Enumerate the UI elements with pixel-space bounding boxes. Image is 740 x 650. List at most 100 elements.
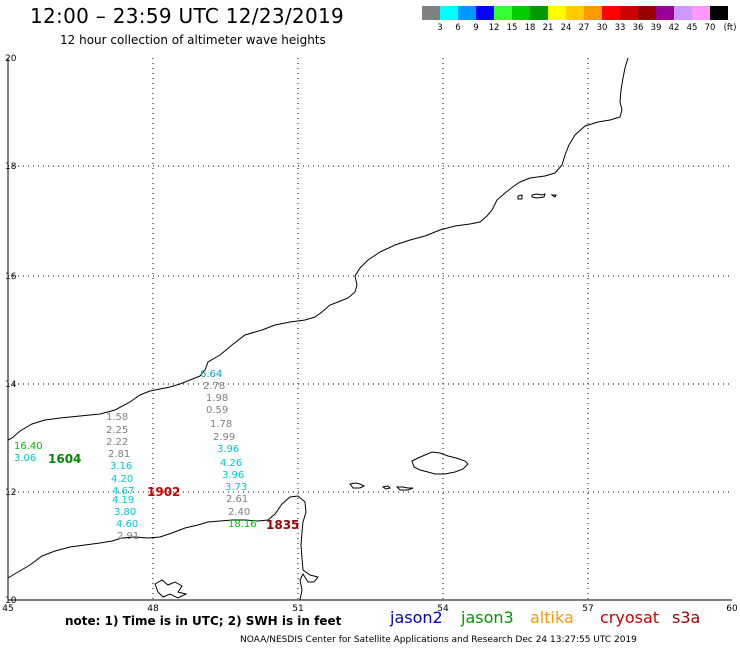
lat-lon-grid [8, 58, 732, 600]
legend-label: 42 [668, 23, 680, 33]
legend-label: 15 [506, 23, 518, 33]
swh-value: 2.91 [117, 531, 139, 542]
lon-label: 60 [726, 604, 738, 614]
legend-swatch [620, 6, 638, 20]
lon-label: 57 [582, 604, 593, 614]
legend-label: 70 [704, 23, 716, 33]
swh-value: 16.40 [14, 441, 43, 452]
swh-value: 1.78 [210, 419, 232, 430]
satellite-name: jason3 [461, 608, 514, 627]
color-legend: 3 6 9 12 15 18 21 24 27 30 33 36 39 42 45 70 (ft) [422, 6, 736, 38]
swh-value: 1.98 [206, 393, 228, 404]
swh-value: 3.96 [217, 444, 239, 455]
swh-value: 4.26 [220, 458, 242, 469]
legend-swatch [602, 6, 620, 20]
small-island-a [349, 482, 366, 489]
longitude-labels: 45 48 51 54 57 60 [2, 604, 738, 614]
swh-value: 2.81 [108, 449, 130, 460]
map-footer: NOAA/NESDIS Center for Satellite Applica… [240, 635, 637, 645]
legend-label: 12 [488, 23, 500, 33]
swh-value: 4.20 [111, 474, 133, 485]
map-title: 12:00 – 23:59 UTC 12/23/2019 [30, 4, 345, 28]
pass-time-label: 1835 [266, 518, 299, 532]
lat-label: 20 [5, 54, 17, 64]
swh-value: 4.19 [112, 495, 134, 506]
swh-value: 2.99 [213, 432, 235, 443]
swh-value: 3.80 [114, 507, 136, 518]
legend-label: 24 [560, 23, 572, 33]
coastline [7, 57, 629, 601]
legend-swatch [656, 6, 674, 20]
lon-label: 45 [2, 604, 13, 614]
swh-value: 0.59 [206, 405, 228, 416]
swh-value: 18.16 [228, 519, 257, 530]
satellite-pass-times: 1604 1902 1835 [48, 452, 299, 532]
map-note: note: 1) Time is in UTC; 2) SWH is in fe… [65, 614, 342, 628]
socotra-island [411, 451, 469, 475]
legend-swatch [710, 6, 728, 20]
legend-label: 3 [437, 23, 443, 33]
coastline-north [7, 57, 629, 441]
legend-swatch [512, 6, 530, 20]
legend-label: 33 [614, 23, 626, 33]
legend-label: 45 [686, 23, 698, 33]
lake-fragments [154, 579, 188, 599]
legend-unit: (ft) [723, 23, 737, 33]
legend-swatch [494, 6, 512, 20]
map-frame [7, 58, 732, 601]
legend-label: 6 [455, 23, 461, 33]
lat-label: 16 [5, 272, 17, 282]
legend-label: 18 [524, 23, 536, 33]
swh-value: 4.67 [112, 486, 134, 497]
satellite-name: cryosat [600, 608, 660, 627]
legend-swatch [566, 6, 584, 20]
pass-time-label: 1604 [48, 452, 81, 466]
small-island-b [381, 485, 391, 490]
coastline-south [7, 495, 319, 601]
lon-label: 54 [437, 604, 449, 614]
swh-value: 2.40 [228, 507, 250, 518]
lat-label: 12 [5, 488, 16, 498]
swh-value: 2.78 [203, 381, 225, 392]
lat-label: 18 [5, 162, 17, 172]
swh-value: 3.06 [14, 453, 36, 464]
legend-swatch [458, 6, 476, 20]
legend-label: 9 [473, 23, 479, 33]
swh-value: 3.16 [110, 461, 132, 472]
small-island-d [517, 194, 523, 200]
map-subtitle: 12 hour collection of altimeter wave hei… [60, 33, 326, 47]
lon-label: 48 [147, 604, 159, 614]
satellite-name: altika [530, 608, 574, 627]
legend-label: 21 [542, 23, 554, 33]
legend-swatch [584, 6, 602, 20]
swh-value: 2.22 [106, 437, 128, 448]
legend-label: 36 [632, 23, 644, 33]
pass-time-label: 1902 [147, 485, 180, 499]
legend-swatch [440, 6, 458, 20]
lon-label: 51 [292, 604, 303, 614]
swh-value: 3.73 [225, 482, 247, 493]
latitude-labels: 20 18 16 14 12 10 [5, 54, 17, 606]
small-island-e [531, 193, 546, 199]
swh-value: 2.25 [106, 425, 128, 436]
swh-value: 2.61 [226, 494, 248, 505]
swh-value: 1.58 [106, 412, 128, 423]
swh-value: 6.64 [200, 369, 222, 380]
legend-swatch [476, 6, 494, 20]
legend-swatch [638, 6, 656, 20]
satellite-name: jason2 [390, 608, 443, 627]
lat-label: 14 [5, 380, 17, 390]
lat-label: 10 [5, 596, 17, 606]
legend-swatch [548, 6, 566, 20]
legend-swatch [692, 6, 710, 20]
legend-label: 39 [650, 23, 662, 33]
small-island-c [395, 486, 414, 491]
legend-swatch [422, 6, 440, 20]
legend-label: 27 [578, 23, 590, 33]
small-island-f [550, 194, 557, 198]
swh-value: 3.96 [222, 470, 244, 481]
legend-label: 30 [596, 23, 608, 33]
swh-value: 4.60 [116, 519, 138, 530]
legend-swatch [530, 6, 548, 20]
